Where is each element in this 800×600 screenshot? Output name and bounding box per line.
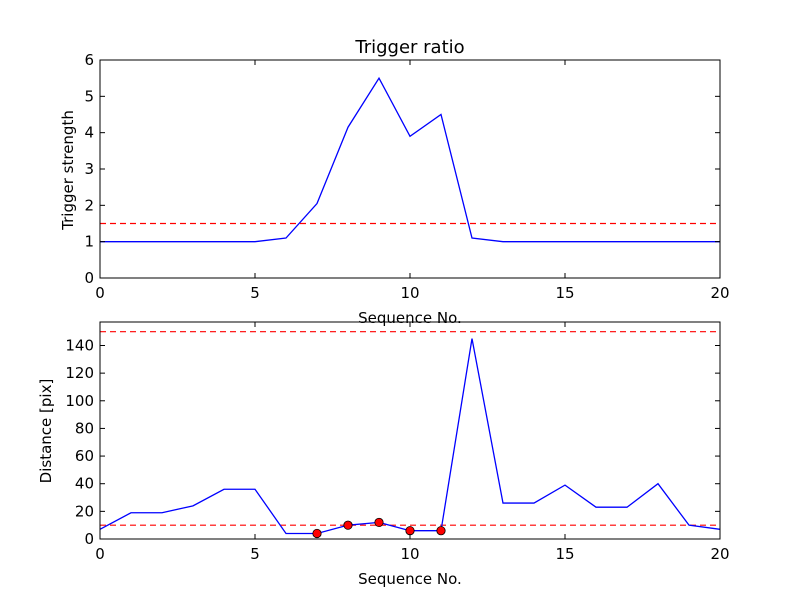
- y-tick-label: 20: [75, 502, 94, 520]
- x-tick-label: 15: [555, 545, 574, 563]
- y-tick-label: 0: [84, 269, 94, 287]
- y-tick-label: 3: [84, 160, 94, 178]
- y-tick-label: 1: [84, 233, 94, 251]
- y-tick-label: 60: [75, 447, 94, 465]
- x-axis-label: Sequence No.: [358, 570, 462, 588]
- y-tick-label: 5: [84, 87, 94, 105]
- series-line: [100, 76, 720, 243]
- x-tick-label: 20: [710, 284, 729, 302]
- y-tick-label: 6: [84, 51, 94, 69]
- y-axis-label: Trigger strength: [59, 110, 77, 231]
- x-tick-label: 5: [250, 545, 260, 563]
- data-point: [405, 526, 415, 536]
- x-tick-label: 0: [95, 545, 105, 563]
- data-point: [436, 526, 446, 536]
- chart-title: Trigger ratio: [354, 37, 464, 58]
- y-axis-label: Distance [pix]: [37, 379, 55, 484]
- y-tick-label: 100: [65, 392, 94, 410]
- x-tick-label: 10: [400, 284, 419, 302]
- trigger-ratio-chart: Trigger ratio Sequence No. Trigger stren…: [59, 37, 730, 327]
- y-tick-label: 140: [65, 336, 94, 354]
- y-tick-label: 2: [84, 196, 94, 214]
- x-tick-label: 20: [710, 545, 729, 563]
- data-point: [343, 520, 353, 530]
- y-tick-label: 40: [75, 475, 94, 493]
- x-tick-label: 15: [555, 284, 574, 302]
- x-tick-label: 0: [95, 284, 105, 302]
- x-tick-label: 5: [250, 284, 260, 302]
- x-tick-label: 10: [400, 545, 419, 563]
- y-tick-label: 4: [84, 124, 94, 142]
- data-point: [374, 517, 384, 528]
- y-tick-label: 0: [84, 530, 94, 548]
- y-tick-label: 120: [65, 364, 94, 382]
- data-point: [312, 528, 322, 539]
- distance-chart: Sequence No. Distance [pix] 0 5 10 15 20 0 20 4…: [37, 321, 730, 588]
- y-tick-label: 80: [75, 419, 94, 437]
